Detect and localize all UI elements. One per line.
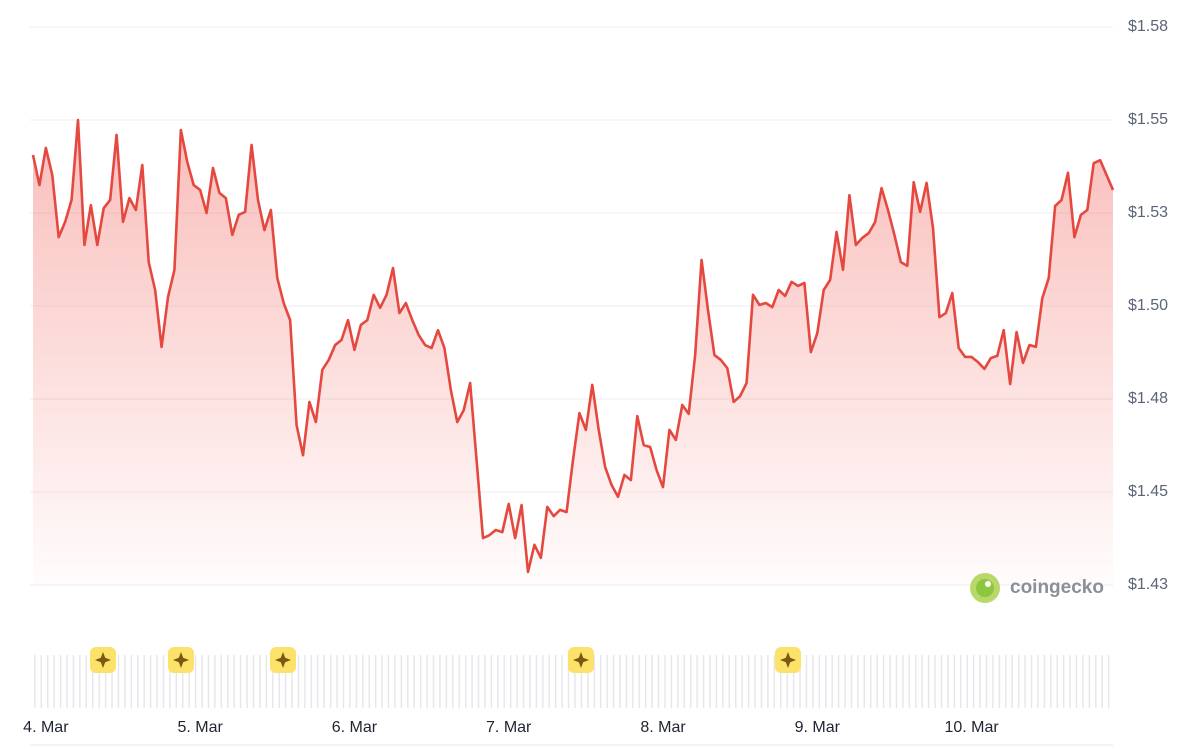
x-tick-label: 4. Mar — [23, 719, 69, 736]
coingecko-logo — [970, 573, 1000, 603]
x-tick-label: 9. Mar — [795, 719, 841, 736]
y-tick-label: $1.58 — [1128, 18, 1168, 35]
event-badge — [168, 647, 194, 673]
area-fill — [33, 120, 1113, 585]
x-tick-label: 7. Mar — [486, 719, 532, 736]
y-tick-label: $1.45 — [1128, 483, 1168, 500]
event-badge — [775, 647, 801, 673]
x-tick-label: 6. Mar — [332, 719, 378, 736]
x-tick-label: 10. Mar — [944, 719, 999, 736]
event-badge — [90, 647, 116, 673]
event-badge — [568, 647, 594, 673]
y-tick-label: $1.53 — [1128, 204, 1168, 221]
event-badge — [270, 647, 296, 673]
y-tick-label: $1.50 — [1128, 297, 1168, 314]
y-tick-label: $1.43 — [1128, 576, 1168, 593]
y-tick-label: $1.55 — [1128, 111, 1168, 128]
watermark: coingecko — [1010, 577, 1104, 598]
price-line — [31, 118, 1115, 574]
x-tick-label: 8. Mar — [640, 719, 686, 736]
x-tick-label: 5. Mar — [177, 719, 223, 736]
event-badges — [90, 647, 801, 673]
y-tick-label: $1.48 — [1128, 390, 1168, 407]
